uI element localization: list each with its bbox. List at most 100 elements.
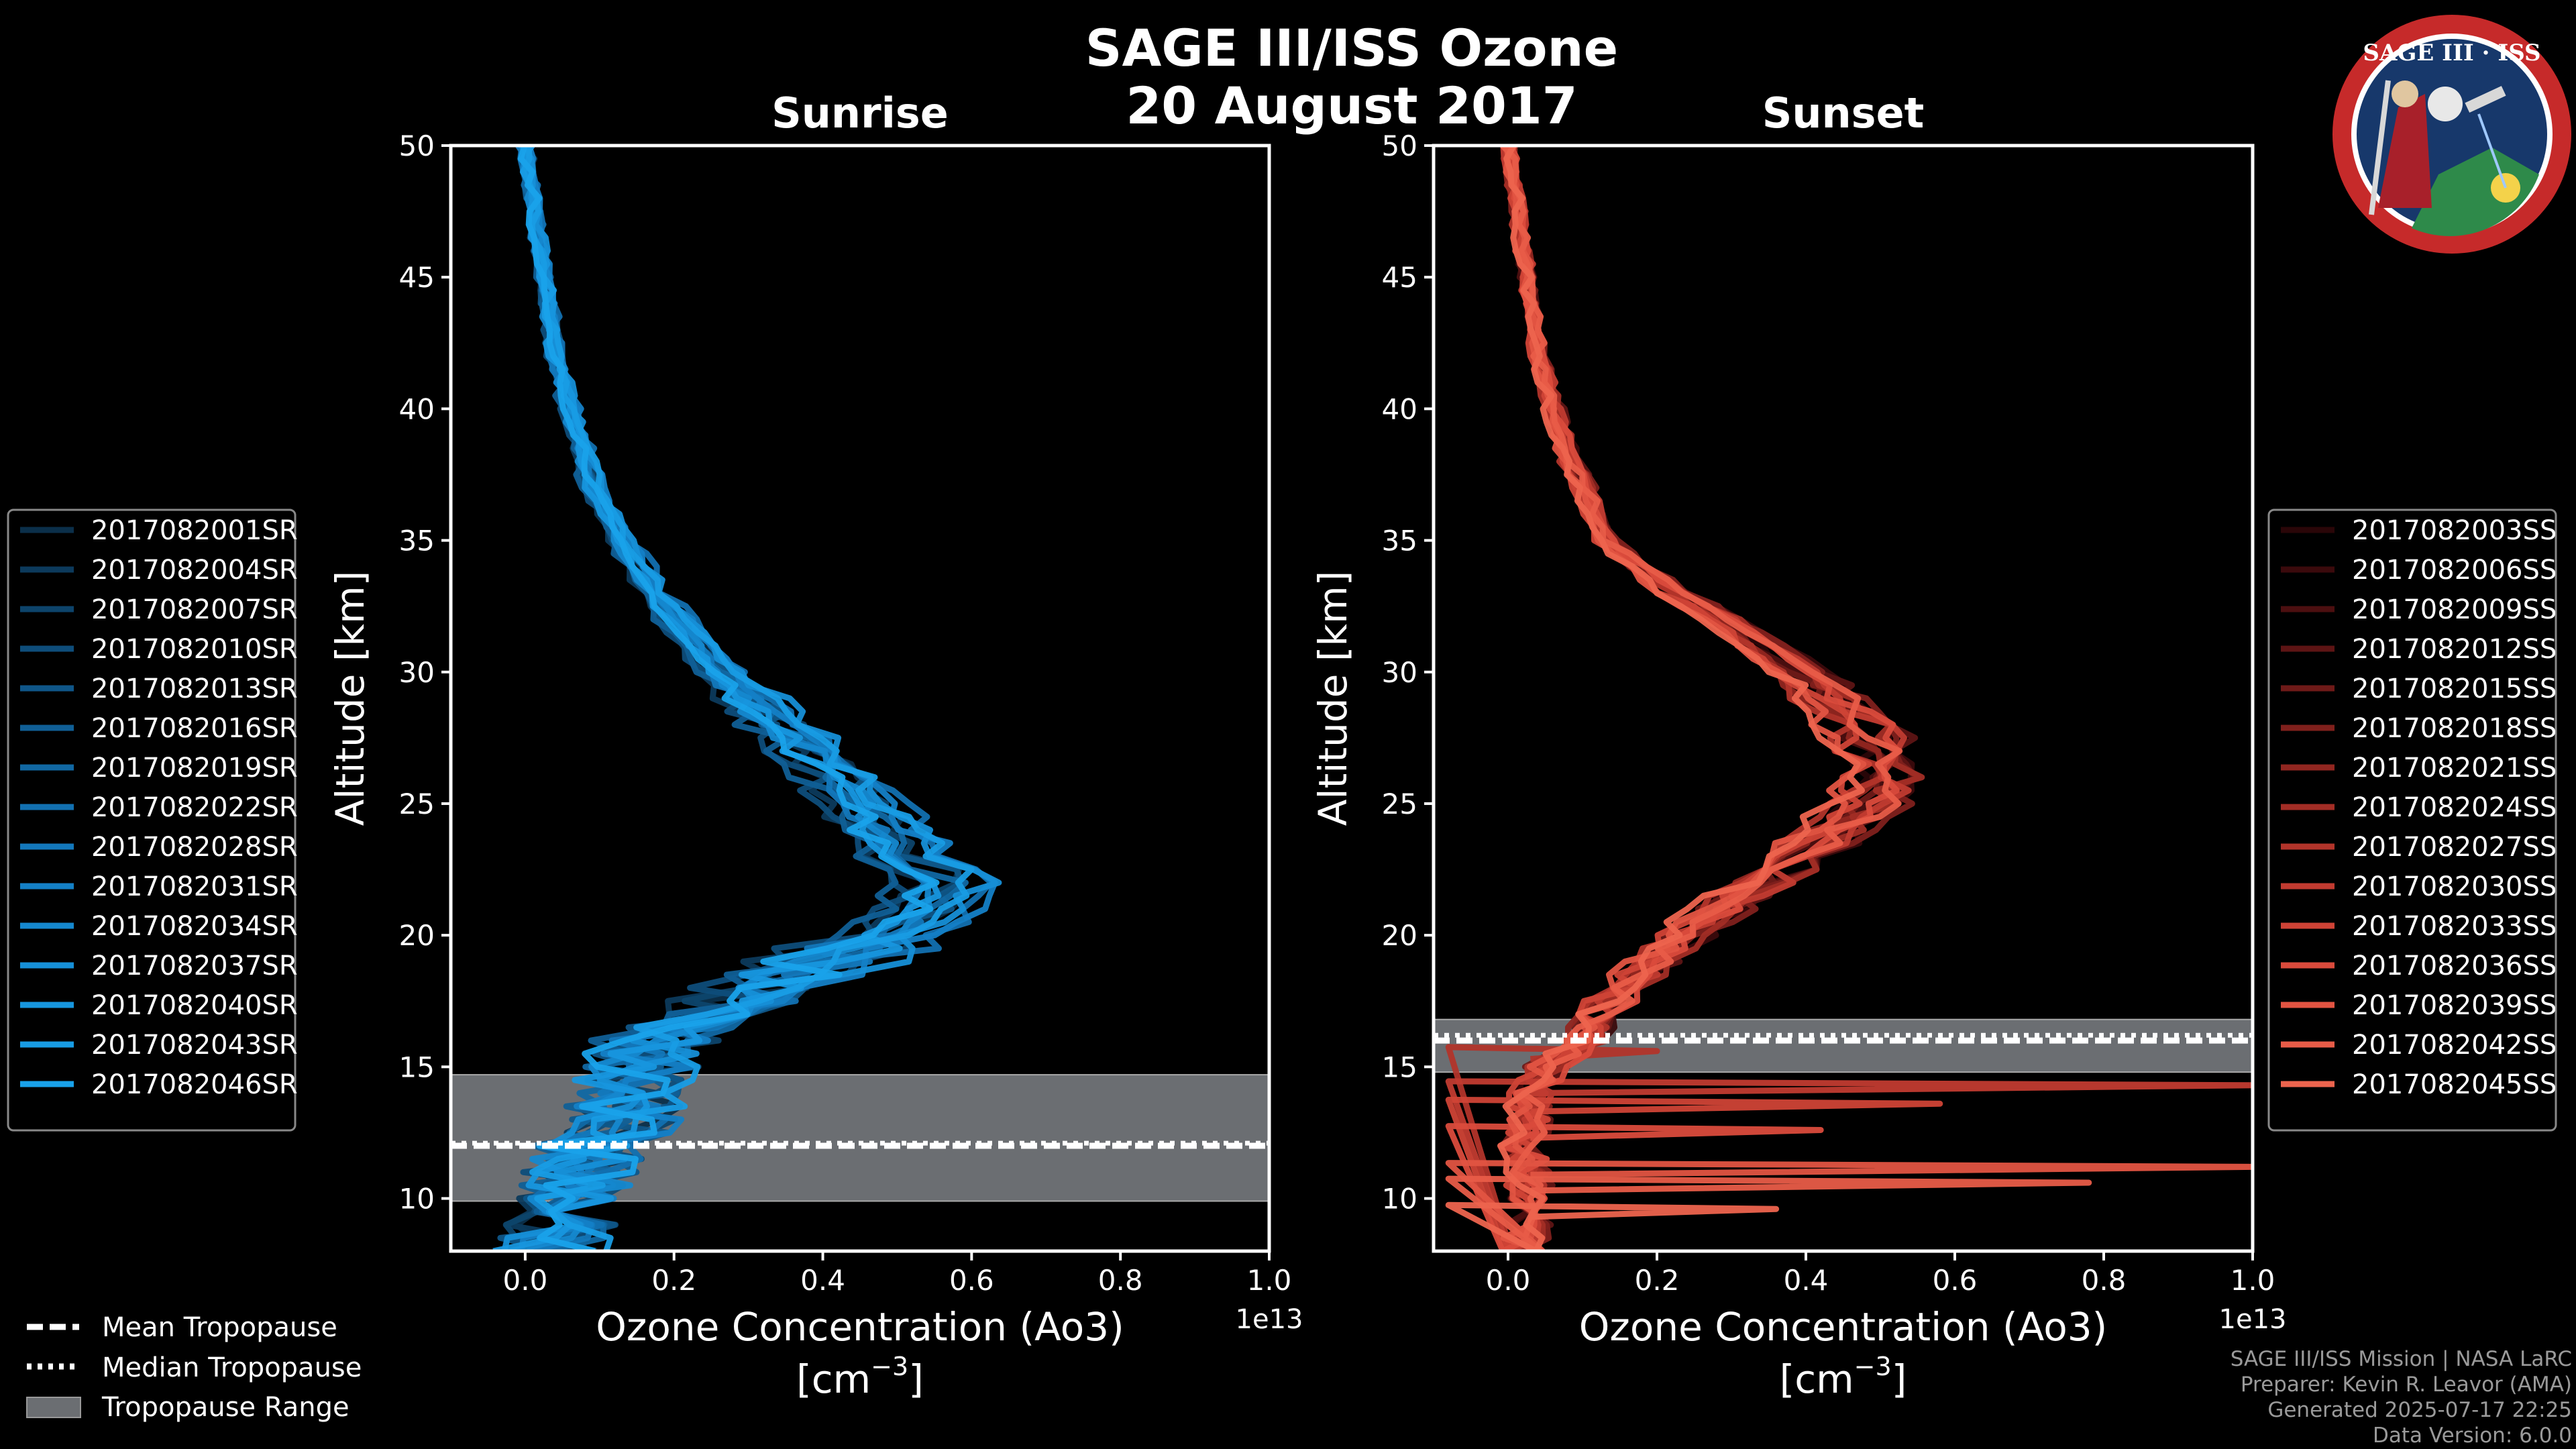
figure-date: 20 August 2017 — [1126, 76, 1577, 136]
legend-label: 2017082046SR — [91, 1069, 298, 1100]
x-offset-label: 1e13 — [2219, 1304, 2287, 1335]
x-offset-label: 1e13 — [1236, 1304, 1303, 1335]
x-tick-label: 1.0 — [2231, 1264, 2275, 1297]
x-tick-label: 0.0 — [1486, 1264, 1531, 1297]
series-legend: 2017082003SS 2017082006SS 2017082009SS 2017… — [2267, 508, 2557, 1132]
profile-lines — [492, 146, 1002, 1251]
profile-line-2017082045SS — [1445, 146, 1865, 1251]
legend-label: 2017082019SR — [91, 753, 298, 784]
profile-lines — [1445, 146, 2253, 1251]
x-unit-close: ] — [1892, 1356, 1907, 1402]
legend-label: 2017082003SS — [2352, 515, 2557, 546]
legend-label: 2017082022SR — [91, 792, 298, 823]
profile-line-2017082042SS — [1445, 146, 2092, 1251]
logo-beam-icon — [2477, 113, 2507, 189]
y-tick-label: 25 — [399, 788, 435, 820]
credit-line: Preparer: Kevin R. Leavor (AMA) — [2241, 1373, 2572, 1397]
legend-label: 2017082030SS — [2352, 871, 2557, 902]
legend-label: 2017082021SS — [2352, 753, 2557, 784]
x-tick-label: 0.0 — [503, 1264, 548, 1297]
legend-label: 2017082024SS — [2352, 792, 2557, 823]
legend-label: 2017082012SS — [2352, 634, 2557, 665]
sage-logo: SAGE III · ISS — [2332, 15, 2571, 254]
y-tick-label: 15 — [399, 1051, 435, 1083]
y-tick-label: 20 — [1382, 919, 1417, 952]
legend-label: 2017082010SR — [91, 634, 298, 665]
legend-label: 2017082004SR — [91, 555, 298, 586]
x-unit-close: ] — [908, 1356, 924, 1402]
legend-label: 2017082015SS — [2352, 674, 2557, 704]
x-tick-label: 0.6 — [949, 1264, 994, 1297]
y-axis-label: Altitude [km] — [327, 571, 373, 826]
credits: SAGE III/ISS Mission | NASA LaRC Prepare… — [2231, 1347, 2572, 1448]
x-unit-base: [cm — [796, 1356, 871, 1402]
logo-station-icon — [2465, 86, 2506, 113]
y-tick-label: 15 — [1382, 1051, 1417, 1083]
y-tick-label: 35 — [1382, 525, 1417, 557]
y-tick-label: 10 — [1382, 1183, 1417, 1216]
series-legend: 2017082001SR 2017082004SR 2017082007SR 2017… — [7, 508, 298, 1132]
x-axis-label: Ozone Concentration (Ao3) — [596, 1304, 1124, 1350]
legend-label: 2017082039SS — [2352, 990, 2557, 1021]
logo-wizard-head-icon — [2392, 80, 2418, 107]
x-axis-unit: [cm−3] — [796, 1352, 924, 1402]
x-tick-label: 0.4 — [1784, 1264, 1829, 1297]
tropopause-legend: Mean Tropopause Median Tropopause Tropop… — [26, 1312, 362, 1423]
y-axis-label: Altitude [km] — [1310, 571, 1356, 826]
legend-label: 2017082013SR — [91, 674, 298, 704]
y-tick-label: 10 — [399, 1183, 435, 1216]
sunrise-panel: 0.0 0.2 0.4 0.6 0.8 1.0 10 15 20 25 30 35 40 45 50 Sunr… — [7, 89, 1303, 1402]
y-tick-label: 30 — [1382, 656, 1417, 689]
sunset-panel: 0.0 0.2 0.4 0.6 0.8 1.0 10 15 20 25 30 35 40 45 50 Suns… — [1310, 89, 2557, 1402]
legend-label: 2017082016SR — [91, 713, 298, 744]
logo-moon-icon — [2428, 87, 2463, 121]
legend-label: 2017082045SS — [2352, 1069, 2557, 1100]
credit-line: Generated 2025-07-17 22:25 — [2267, 1398, 2572, 1422]
x-tick-label: 0.2 — [651, 1264, 696, 1297]
legend-label: 2017082009SS — [2352, 594, 2557, 625]
axes-frame — [1432, 144, 2255, 1253]
logo-text: SAGE III · ISS — [2363, 40, 2540, 66]
figure-title: SAGE III/ISS Ozone — [1085, 18, 1618, 78]
y-tick-label: 50 — [1382, 129, 1417, 162]
x-unit-base: [cm — [1780, 1356, 1854, 1402]
legend-label: 2017082027SS — [2352, 832, 2557, 863]
logo-earth — [2412, 148, 2539, 236]
legend-label: 2017082018SS — [2352, 713, 2557, 744]
x-unit-exponent: −3 — [871, 1352, 908, 1381]
x-unit-exponent: −3 — [1854, 1352, 1892, 1381]
y-tick-label: 30 — [399, 656, 435, 689]
y-tick-label: 50 — [399, 129, 435, 162]
legend-label: 2017082034SR — [91, 911, 298, 942]
legend-label: 2017082006SS — [2352, 555, 2557, 586]
x-tick-label: 0.2 — [1635, 1264, 1680, 1297]
legend-label: 2017082031SR — [91, 871, 298, 902]
series-legend-box — [2267, 508, 2557, 1132]
x-tick-label: 0.4 — [800, 1264, 845, 1297]
series-legend-box — [7, 508, 297, 1132]
legend-label: 2017082040SR — [91, 990, 298, 1021]
panel-title: Sunrise — [771, 89, 949, 138]
y-tick-label: 45 — [399, 261, 435, 294]
x-tick-label: 1.0 — [1247, 1264, 1292, 1297]
y-tick-label: 45 — [1382, 261, 1417, 294]
y-tick-label: 40 — [1382, 392, 1417, 425]
legend-label: 2017082001SR — [91, 515, 298, 546]
y-tick-label: 35 — [399, 525, 435, 557]
legend-label: 2017082007SR — [91, 594, 298, 625]
credit-line: Data Version: 6.0.0 — [2373, 1424, 2572, 1448]
legend-label: 2017082043SR — [91, 1030, 298, 1061]
y-tick-label: 25 — [1382, 788, 1417, 820]
axes-frame — [449, 144, 1271, 1253]
tropopause-range-label: Tropopause Range — [101, 1392, 350, 1423]
legend-label: 2017082033SS — [2352, 911, 2557, 942]
x-tick-label: 0.6 — [1933, 1264, 1978, 1297]
x-tick-label: 0.8 — [2082, 1264, 2127, 1297]
profile-line-2017082046SR — [517, 146, 940, 1251]
logo-wizard-icon — [2378, 94, 2432, 208]
legend-label: 2017082042SS — [2352, 1030, 2557, 1061]
x-tick-label: 0.8 — [1098, 1264, 1143, 1297]
credit-line: SAGE III/ISS Mission | NASA LaRC — [2231, 1347, 2572, 1371]
